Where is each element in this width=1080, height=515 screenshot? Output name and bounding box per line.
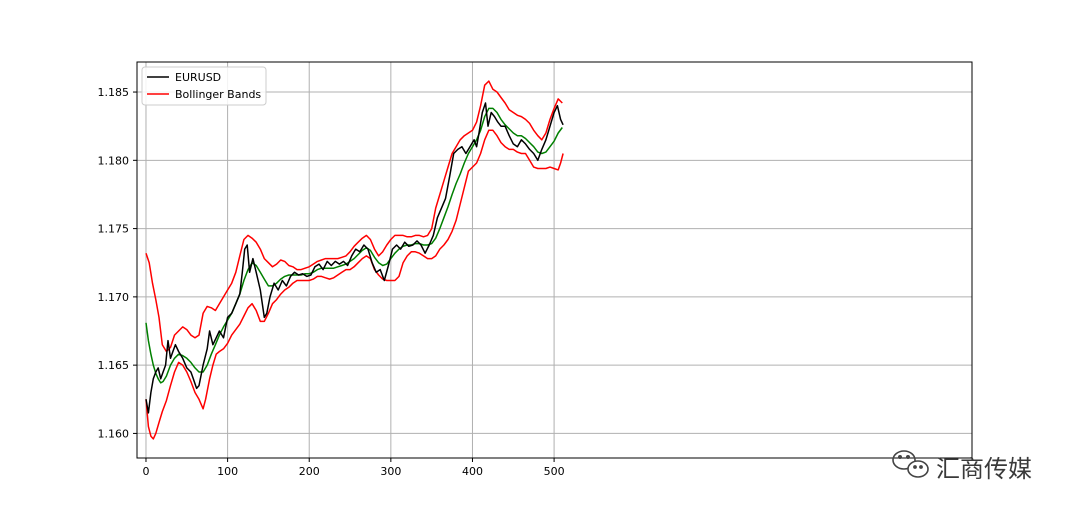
legend-label-bollinger: Bollinger Bands	[175, 88, 261, 101]
y-tick-label-1.185: 1.185	[98, 86, 130, 99]
x-tick-label-300: 300	[380, 465, 401, 478]
x-axis: 0 100 200 300 400 500	[142, 458, 565, 478]
x-tick-label-400: 400	[462, 465, 483, 478]
y-axis: 1.160 1.165 1.170 1.175 1.180 1.185	[98, 86, 137, 440]
x-tick-label-200: 200	[299, 465, 320, 478]
legend: EURUSD Bollinger Bands	[141, 66, 267, 106]
legend-box	[141, 66, 267, 106]
watermark: 汇商传媒	[892, 450, 1032, 483]
watermark-text: 汇商传媒	[936, 455, 1032, 483]
y-tick-label-1.165: 1.165	[98, 359, 130, 372]
y-tick-label-1.160: 1.160	[98, 427, 130, 440]
y-tick-label-1.175: 1.175	[98, 223, 130, 236]
y-tick-label-1.180: 1.180	[98, 154, 130, 167]
series-group	[145, 80, 564, 440]
y-tick-label-1.170: 1.170	[98, 291, 130, 304]
series-eurusd-line	[145, 102, 564, 414]
series-lower-band-line	[145, 129, 564, 440]
x-tick-label-500: 500	[544, 465, 565, 478]
wechat-icon	[892, 450, 929, 478]
grid	[137, 62, 972, 458]
legend-label-eurusd: EURUSD	[175, 71, 221, 84]
x-tick-label-100: 100	[217, 465, 238, 478]
series-upper-band-line	[145, 80, 563, 353]
x-tick-label-0: 0	[142, 465, 149, 478]
